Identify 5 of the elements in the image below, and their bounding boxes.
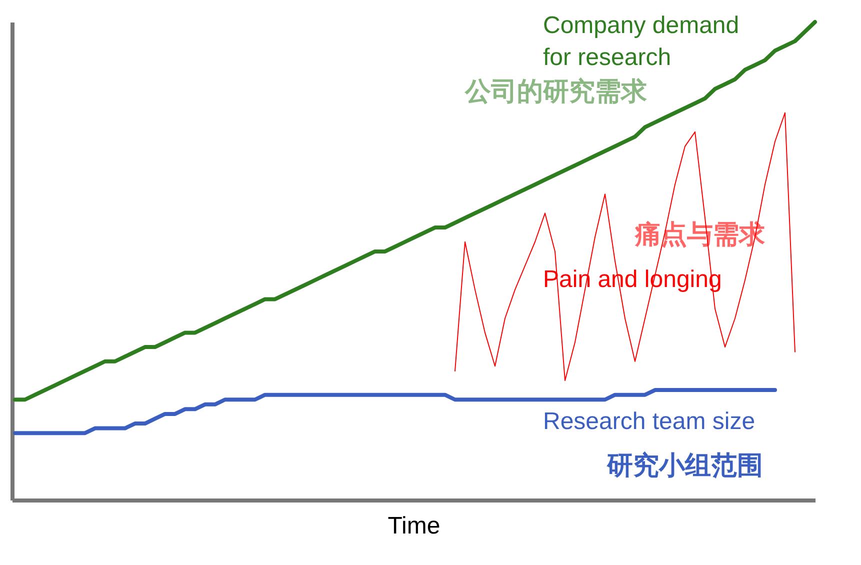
series-label: Company demand for research [543,12,740,71]
annotation: 公司的研究需求 [464,77,648,107]
series-label: Research team size [543,408,756,435]
x-axis-title: Time [388,512,440,540]
annotation: 研究小组范围 [606,451,763,481]
